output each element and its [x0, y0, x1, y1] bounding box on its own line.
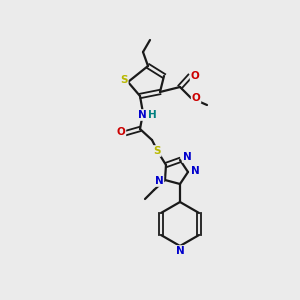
Text: O: O	[117, 127, 125, 137]
Text: H: H	[148, 110, 156, 120]
Text: O: O	[190, 71, 200, 81]
Text: N: N	[138, 110, 146, 120]
Text: N: N	[154, 176, 164, 186]
Text: O: O	[192, 93, 200, 103]
Text: S: S	[120, 75, 128, 85]
Text: N: N	[190, 166, 200, 176]
Text: N: N	[176, 246, 184, 256]
Text: S: S	[153, 146, 161, 156]
Text: N: N	[183, 152, 191, 162]
